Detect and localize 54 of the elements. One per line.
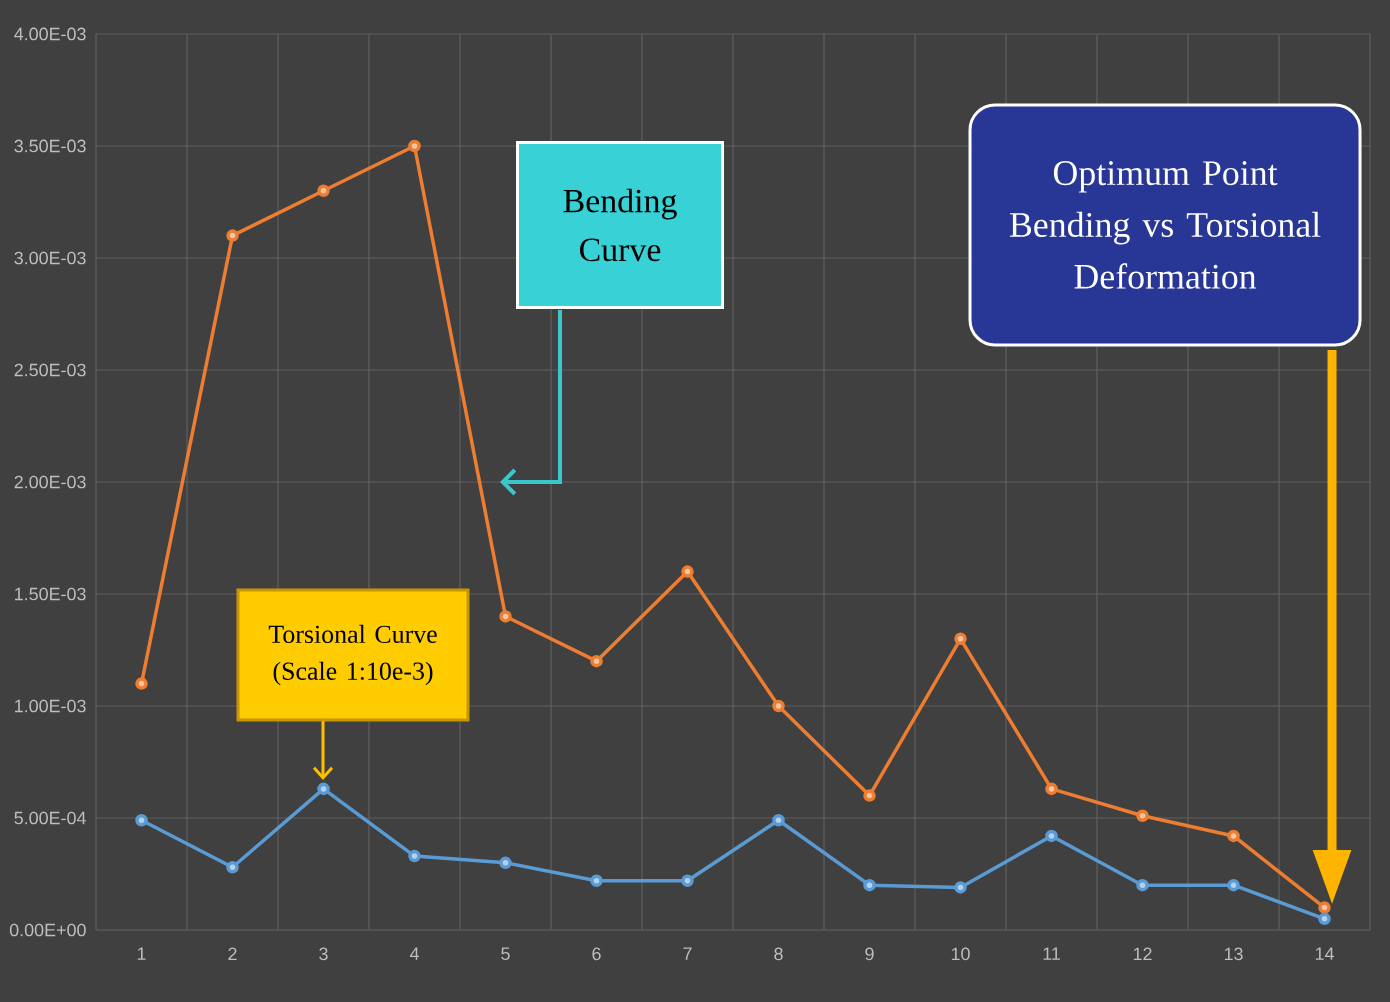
point — [590, 874, 603, 887]
annotation: Torsional Curve (Scale 1:10e-3) — [268, 624, 437, 686]
y-tick-label: 5.00E-04 — [14, 811, 86, 825]
point — [499, 856, 512, 870]
point — [1227, 829, 1240, 843]
point — [1318, 901, 1331, 914]
x-tick-label: 1 — [137, 947, 146, 960]
x-tick-label: 3 — [319, 947, 328, 961]
point — [681, 565, 694, 578]
x-tick-label: 8 — [774, 947, 783, 961]
point — [499, 610, 512, 623]
point — [863, 789, 876, 802]
point — [226, 861, 239, 874]
point — [954, 881, 967, 894]
point — [1136, 809, 1149, 823]
y-tick-label: 0.00E+00 — [9, 923, 86, 937]
x-tick-label: 11 — [1043, 947, 1060, 960]
y-tick-label: 1.00E-03 — [15, 699, 86, 713]
y-tick-label: 2.50E-03 — [14, 363, 86, 377]
point — [954, 632, 967, 646]
point — [772, 699, 785, 713]
point — [1045, 782, 1058, 796]
x-tick-label: 7 — [683, 947, 692, 960]
point — [226, 229, 239, 242]
point — [1318, 912, 1331, 926]
x-tick-label: 14 — [1315, 947, 1334, 960]
x-tick-label: 4 — [409, 947, 419, 960]
y-tick-label: 2.00E-03 — [14, 475, 86, 489]
annotation: Optimum Point Bending vs Torsional Deformation — [1009, 161, 1321, 289]
x-tick-label: 5 — [501, 947, 510, 961]
x-tick-label: 10 — [951, 947, 970, 961]
x-tick-label: 2 — [228, 947, 237, 961]
y-tick-label: 4.00E-03 — [14, 27, 86, 41]
annotation: Bending Curve — [563, 188, 677, 262]
y-tick-label: 1.50E-03 — [15, 587, 86, 601]
point — [317, 184, 330, 198]
point — [1136, 878, 1149, 892]
x-tick-label: 12 — [1133, 947, 1152, 961]
point — [317, 782, 330, 796]
point — [863, 878, 876, 892]
point — [135, 813, 148, 827]
point — [681, 874, 694, 887]
point — [772, 813, 785, 827]
x-tick-label: 13 — [1224, 947, 1243, 961]
point — [408, 139, 421, 153]
y-tick-label: 3.00E-03 — [14, 251, 86, 265]
point — [1045, 829, 1058, 843]
point — [135, 677, 148, 690]
x-tick-label: 6 — [592, 947, 601, 961]
point — [1227, 878, 1240, 892]
y-tick-label: 3.50E-03 — [14, 139, 86, 153]
x-tick-label: 9 — [865, 947, 874, 961]
point — [590, 654, 603, 668]
point — [408, 849, 421, 863]
